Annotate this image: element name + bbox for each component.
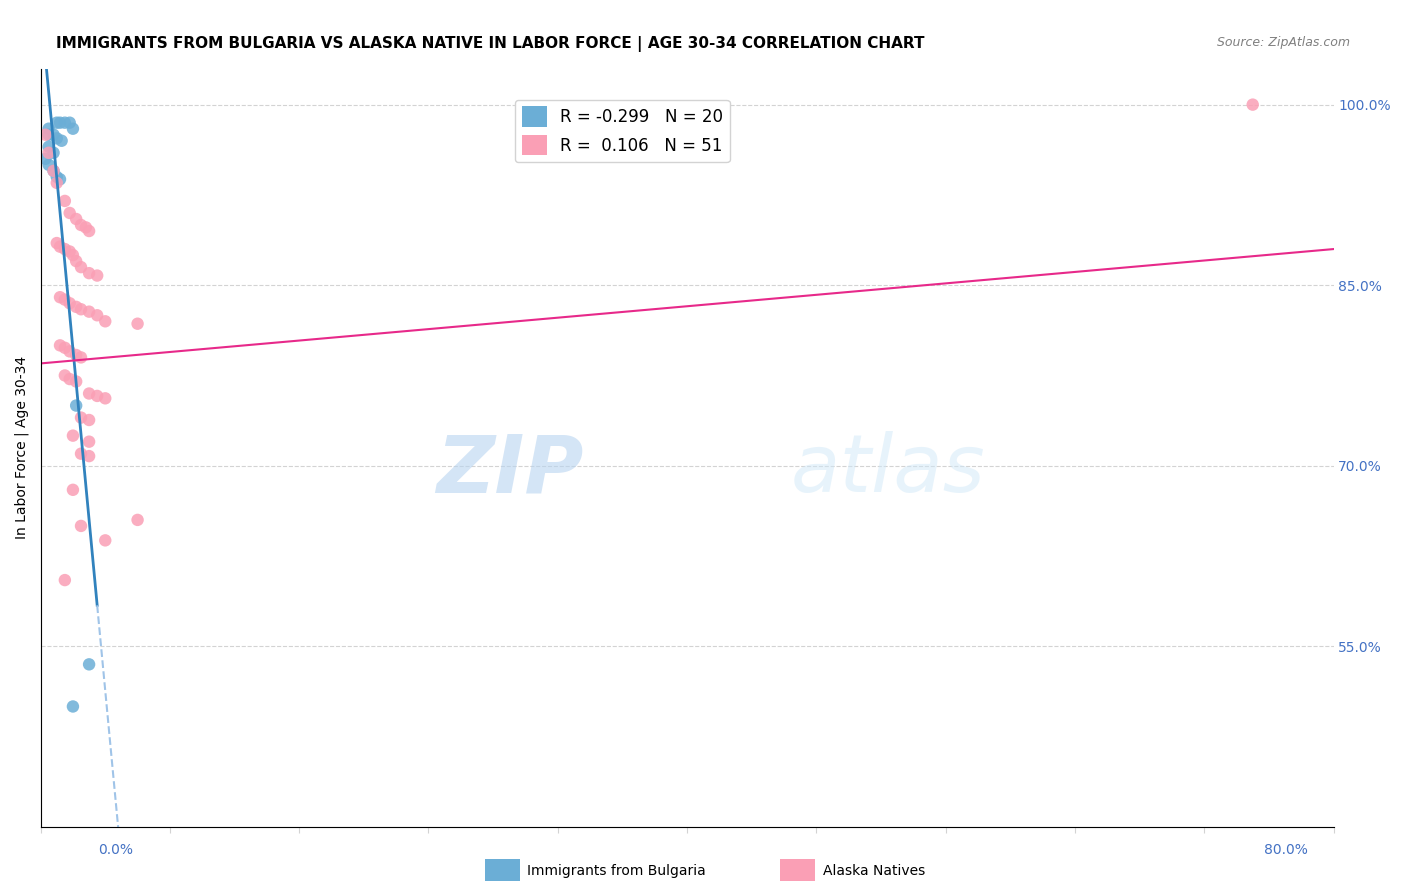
Point (53, 242, 76, 256)
Point (94, 314, 117, 328)
Point (34, 152, 56, 166)
Point (53, 368, 76, 383)
Point (42, 164, 65, 178)
Point (70, 351, 93, 365)
Point (59, 116, 82, 130)
Point (59, 244, 82, 259)
Point (65, 211, 87, 226)
Point (62, 428, 84, 442)
Point (62, 699, 84, 714)
Point (86, 268, 108, 283)
Point (77, 386, 100, 401)
Point (65, 300, 87, 314)
Point (53, 116, 76, 130)
Point (42, 164, 65, 178)
Point (127, 513, 149, 527)
Point (77, 224, 100, 238)
Point (70, 260, 93, 274)
Point (53, 573, 76, 587)
Point (49, 338, 72, 352)
Point (62, 483, 84, 497)
Text: atlas: atlas (790, 432, 986, 509)
Point (38, 121, 60, 136)
Point (75, 220, 97, 235)
Point (49, 172, 72, 186)
Point (70, 447, 93, 461)
Point (45, 169, 67, 184)
Point (77, 266, 100, 280)
Point (42, 128, 65, 142)
Point (94, 533, 117, 548)
Point (49, 290, 72, 304)
Point (59, 206, 82, 220)
Point (70, 519, 93, 533)
Text: 0.0%: 0.0% (98, 843, 134, 857)
Legend: R = -0.299   N = 20, R =  0.106   N = 51: R = -0.299 N = 20, R = 0.106 N = 51 (515, 100, 730, 162)
Point (65, 254, 87, 268)
Point (53, 341, 76, 355)
Point (45, 176, 67, 190)
Point (38, 140, 60, 154)
Point (45, 131, 67, 145)
Point (70, 410, 93, 425)
Point (65, 399, 87, 413)
Point (59, 296, 82, 310)
Point (49, 240, 72, 254)
Point (70, 218, 93, 232)
Point (94, 392, 117, 406)
Point (38, 158, 60, 172)
Text: ZIP: ZIP (436, 432, 583, 509)
Text: Source: ZipAtlas.com: Source: ZipAtlas.com (1216, 36, 1350, 49)
Point (62, 248, 84, 262)
Text: IMMIGRANTS FROM BULGARIA VS ALASKA NATIVE IN LABOR FORCE | AGE 30-34 CORRELATION: IMMIGRANTS FROM BULGARIA VS ALASKA NATIV… (56, 36, 925, 52)
Point (70, 302, 93, 317)
Point (65, 375, 87, 389)
Point (34, 128, 56, 142)
Point (45, 235, 67, 250)
Point (38, 145, 60, 160)
Point (127, 317, 149, 331)
Point (49, 116, 72, 130)
Y-axis label: In Labor Force | Age 30-34: In Labor Force | Age 30-34 (15, 356, 30, 540)
Point (86, 308, 108, 322)
Text: Immigrants from Bulgaria: Immigrants from Bulgaria (527, 863, 706, 878)
Point (62, 121, 84, 136)
Point (59, 344, 82, 359)
Text: 80.0%: 80.0% (1264, 843, 1308, 857)
Point (51, 134, 73, 148)
Point (77, 449, 100, 463)
Point (65, 348, 87, 362)
Point (77, 657, 100, 672)
Point (77, 434, 100, 449)
Point (45, 116, 67, 130)
Point (77, 413, 100, 427)
Point (59, 372, 82, 386)
Point (77, 304, 100, 318)
Point (53, 194, 76, 208)
Point (38, 128, 60, 142)
Point (1241, 97, 1264, 112)
Point (86, 389, 108, 403)
Point (42, 145, 65, 160)
Point (53, 293, 76, 307)
Text: Alaska Natives: Alaska Natives (823, 863, 925, 878)
